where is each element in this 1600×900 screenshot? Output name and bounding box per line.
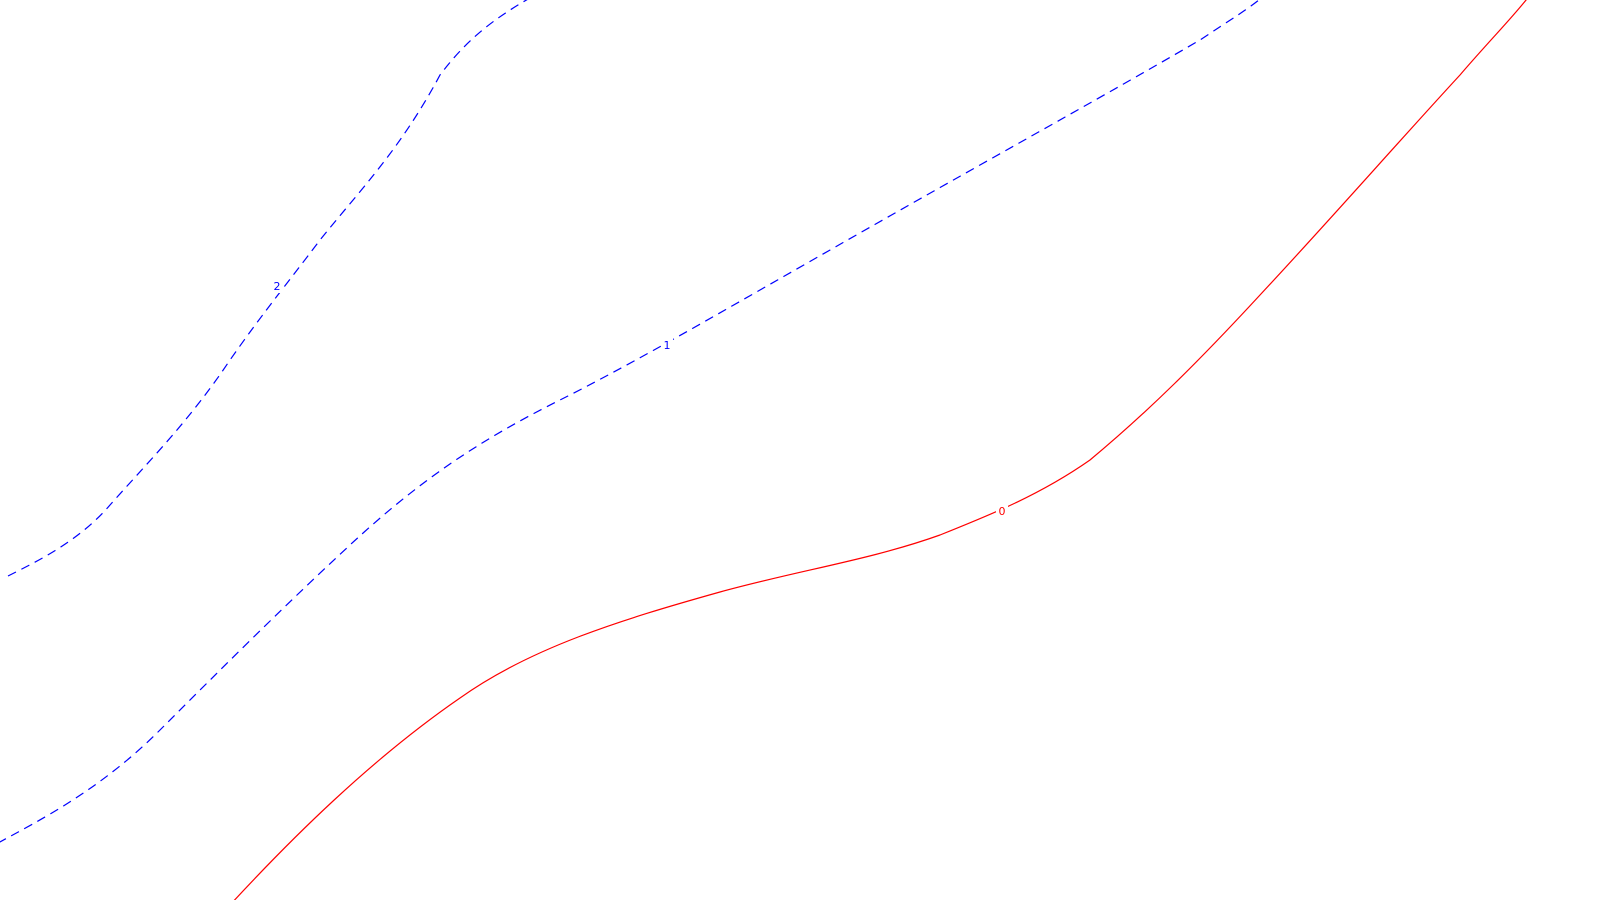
contour-line-level-0 [233, 0, 1527, 900]
contour-label-bg-level-0 [996, 504, 1008, 518]
contour-label-level-1: 1 [664, 339, 671, 352]
contour-label-bg-level-2 [271, 279, 283, 293]
contour-line-level-1 [0, 0, 1260, 843]
contour-label-level-0: 0 [999, 505, 1006, 518]
contour-label-bg-level-1 [661, 338, 673, 352]
contour-label-level-2: 2 [274, 280, 281, 293]
